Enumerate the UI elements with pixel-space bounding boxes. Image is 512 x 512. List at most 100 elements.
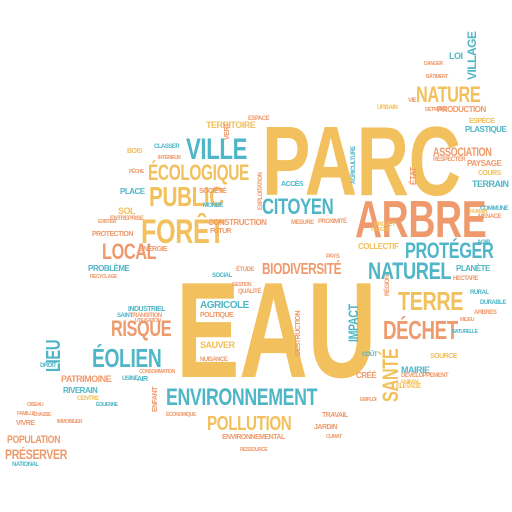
word-bois: BOIS: [127, 148, 143, 155]
word-pays: PAYS: [326, 254, 340, 260]
word-environnemental: ENVIRONNEMENTAL: [222, 434, 285, 441]
word-parc: PARC: [262, 106, 461, 216]
word-proximite: PROXIMITÉ: [318, 219, 347, 225]
word-milieu: MILIEU: [460, 317, 474, 323]
word-vie: VIE: [408, 98, 417, 104]
word-mesure: MESURE: [291, 220, 314, 226]
word-cree: CRÉÉ: [356, 371, 377, 380]
word-gestion: GESTION: [232, 282, 252, 288]
word-nuisance: NUISANCE: [200, 357, 228, 363]
word-citoyen: CITOYEN: [262, 194, 334, 219]
word-national: NATIONAL: [12, 462, 39, 468]
word-terrain: TERRAIN: [472, 179, 509, 189]
word-protection: PROTECTION: [92, 231, 133, 238]
word-centre: CENTRE: [77, 396, 99, 402]
word-classer: CLASSER: [154, 144, 180, 150]
word-paysage: PAYSAGE: [467, 159, 502, 168]
word-arbres: ARBRES: [474, 310, 497, 316]
word-espece: ESPÈCE: [469, 118, 495, 125]
word-acces: ACCÈS: [281, 181, 304, 188]
word-vivre: VIVRE: [16, 420, 35, 427]
word-public: PUBLIC: [149, 181, 224, 212]
word-entreprise: ENTREPRISE: [110, 216, 144, 222]
word-agricole: AGRICOLE: [200, 300, 249, 311]
word-chasse: CHASSE: [33, 412, 51, 418]
word-sauver: SAUVER: [200, 340, 235, 350]
word-detruire: DÉTRUIRE: [425, 107, 447, 113]
word-destruction: DESTRUCTION: [295, 310, 302, 356]
word-cours: COURS: [478, 170, 501, 177]
word-nature: NATURE: [416, 82, 481, 107]
word-source: SOURCE: [430, 353, 457, 360]
word-proteger: PROTÉGER: [405, 238, 494, 263]
word-naturelle: NATURELLE: [452, 329, 478, 335]
word-oiseau: OISEAU: [27, 402, 44, 408]
word-emploi: EMPLOI: [360, 397, 377, 403]
word-qualite: QUALITÉ: [238, 289, 261, 295]
word-biodiversite: BIODIVERSITÉ: [262, 261, 342, 278]
word-batiment: BÂTIMENT: [426, 74, 448, 80]
word-hectare: HECTARE: [453, 276, 479, 282]
word-futur: FUTUR: [210, 228, 232, 235]
word-local: LOCAL: [102, 239, 157, 264]
word-consommation: CONSOMMATION: [139, 369, 175, 375]
word-eolienne: ÉOLIENNE: [96, 402, 118, 408]
word-collectif: COLLECTIF: [358, 242, 399, 251]
word-etude: ÉTUDE: [236, 267, 254, 273]
word-impact: IMPACT: [345, 304, 361, 342]
word-ecologique: ÉCOLOGIQUE: [148, 160, 249, 185]
word-immobilier: IMMOBILIER: [57, 419, 83, 425]
word-utilisation: UTILISATION: [135, 318, 161, 324]
word-loi: LOI: [449, 51, 463, 61]
word-humain: HUMAIN: [470, 209, 488, 215]
word-danger: DANGER: [424, 61, 443, 67]
word-espace: ESPACE: [248, 116, 270, 122]
word-territoire: TERRITOIRE: [206, 120, 256, 130]
word-ville: VILLE: [186, 133, 248, 166]
word-animal: ANIMAL: [400, 380, 421, 386]
word-region: RÉGION: [385, 275, 391, 296]
word-ressource: RESSOURCE: [240, 447, 268, 453]
word-vert: VERT: [224, 123, 231, 140]
word-cout: COÛT: [362, 352, 378, 358]
word-agir: AGIR: [477, 240, 491, 246]
word-famille: FAMILLE: [17, 411, 35, 417]
word-usine: USINE: [122, 376, 138, 382]
word-droit: DROIT: [40, 363, 57, 369]
word-travail: TRAVAIL: [322, 412, 348, 419]
word-developpement: DÉVELOPPEMENT: [401, 373, 449, 379]
word-eau: EAU: [176, 254, 376, 406]
word-planete: PLANÈTE: [456, 264, 490, 273]
word-etat: ÉTAT: [409, 167, 418, 185]
word-energie: ÉNERGIE: [139, 246, 168, 253]
word-construction: CONSTRUCTION: [208, 218, 267, 227]
word-saint: SAINT: [117, 313, 133, 319]
word-climat: CLIMAT: [326, 434, 342, 440]
word-interieur: INTÉRIEUR: [158, 155, 181, 161]
word-pollution: POLLUTION: [207, 413, 292, 435]
word-social: SOCIAL: [212, 273, 232, 279]
word-proche: PROCHE: [371, 227, 390, 233]
word-monde: MONDE: [203, 203, 223, 209]
word-projet: PROJET: [374, 222, 396, 228]
word-menace: MENACE: [478, 214, 502, 220]
word-patrimoine: PATRIMOINE: [61, 374, 112, 384]
word-place: PLACE: [120, 187, 145, 196]
word-agriculture: AGRICULTURE: [351, 146, 357, 184]
word-elevage: ÉLEVAGE: [396, 384, 421, 390]
word-recyclage: RECYCLAGE: [90, 274, 117, 280]
word-jardin: JARDIN: [314, 424, 338, 431]
word-societe: SOCIÉTÉ: [199, 188, 227, 195]
word-riverain: RIVERAIN: [63, 386, 98, 395]
word-exister: EXISTER: [98, 219, 116, 225]
word-mairie: MAIRIE: [401, 365, 430, 375]
word-probleme: PROBLÈME: [88, 264, 130, 273]
word-village: VILLAGE: [465, 31, 479, 80]
word-durable: DURABLE: [480, 300, 506, 306]
word-preserver: PRÉSERVER: [5, 446, 68, 462]
word-urbain: URBAIN: [377, 105, 398, 111]
word-arbre: ARBRE: [355, 191, 487, 249]
word-commune: COMMUNE: [480, 206, 509, 212]
word-respecter: RESPECTER: [433, 157, 466, 163]
